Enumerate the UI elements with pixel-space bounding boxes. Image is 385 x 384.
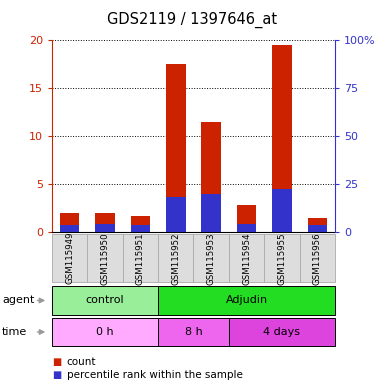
Text: GSM115949: GSM115949 (65, 232, 74, 285)
Bar (237, 223, 256, 232)
Bar (272, 45, 291, 232)
Bar (201, 122, 221, 232)
Text: count: count (67, 357, 96, 367)
Text: GSM115950: GSM115950 (100, 232, 110, 285)
Text: 0 h: 0 h (96, 327, 114, 337)
Bar (166, 64, 186, 232)
Bar (308, 225, 327, 232)
Bar (131, 225, 150, 232)
Text: control: control (86, 295, 124, 306)
Bar (95, 213, 115, 232)
Bar (95, 223, 115, 232)
Bar (201, 194, 221, 232)
Bar (60, 213, 79, 232)
Text: GSM115956: GSM115956 (313, 232, 322, 285)
Text: GSM115952: GSM115952 (171, 232, 180, 285)
Text: percentile rank within the sample: percentile rank within the sample (67, 370, 243, 380)
Bar (131, 216, 150, 232)
Text: GSM115955: GSM115955 (277, 232, 286, 285)
Text: GSM115954: GSM115954 (242, 232, 251, 285)
Bar (308, 218, 327, 232)
Text: 4 days: 4 days (263, 327, 300, 337)
Bar (60, 225, 79, 232)
Text: GSM115951: GSM115951 (136, 232, 145, 285)
Text: Adjudin: Adjudin (226, 295, 268, 306)
Text: ■: ■ (52, 370, 61, 380)
Text: time: time (2, 327, 27, 337)
Bar (166, 197, 186, 232)
Text: GDS2119 / 1397646_at: GDS2119 / 1397646_at (107, 12, 278, 28)
Text: agent: agent (2, 295, 34, 306)
Text: GSM115953: GSM115953 (207, 232, 216, 285)
Bar (272, 189, 291, 232)
Bar (237, 205, 256, 232)
Text: ■: ■ (52, 357, 61, 367)
Text: 8 h: 8 h (184, 327, 203, 337)
